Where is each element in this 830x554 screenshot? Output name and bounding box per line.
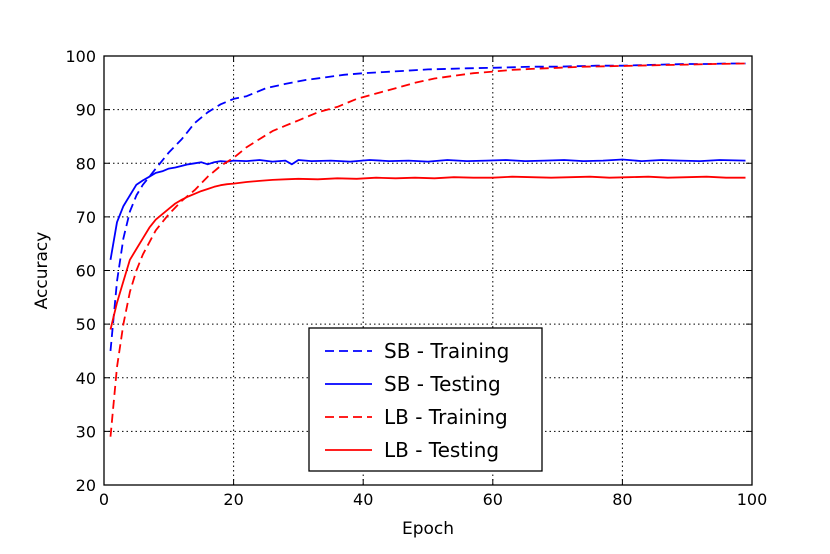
legend-label: SB - Testing xyxy=(384,372,501,396)
y-tick-label: 60 xyxy=(76,262,96,281)
series-line-sb-training xyxy=(109,62,746,351)
legend-label: SB - Training xyxy=(384,339,509,363)
series-layer xyxy=(109,62,746,437)
y-tick-label: 40 xyxy=(76,369,96,388)
x-tick-label: 60 xyxy=(483,490,503,509)
y-axis-label: Accuracy xyxy=(32,232,52,310)
y-tick-label: 50 xyxy=(76,315,96,334)
x-tick-label: 0 xyxy=(99,490,109,509)
legend-label: LB - Testing xyxy=(384,438,499,462)
series-line-lb-testing xyxy=(109,175,746,330)
legend-label: LB - Training xyxy=(384,405,508,429)
legend: SB - Training SB - Testing LB - Training LB… xyxy=(308,327,543,472)
x-tick-label: 100 xyxy=(737,490,768,509)
x-tick-label: 80 xyxy=(612,490,632,509)
x-axis-label: Epoch xyxy=(402,519,454,539)
x-tick-label: 40 xyxy=(353,490,373,509)
series-line-lb-training xyxy=(109,62,746,437)
y-tick-label: 80 xyxy=(76,154,96,173)
y-tick-label: 20 xyxy=(76,476,96,495)
y-tick-label: 100 xyxy=(65,47,96,66)
series-line-sb-testing xyxy=(109,158,746,260)
plot-frame xyxy=(103,55,753,486)
y-tick-label: 90 xyxy=(76,101,96,120)
y-tick-label: 70 xyxy=(76,208,96,227)
x-tick-label: 20 xyxy=(223,490,243,509)
y-tick-label: 30 xyxy=(76,422,96,441)
